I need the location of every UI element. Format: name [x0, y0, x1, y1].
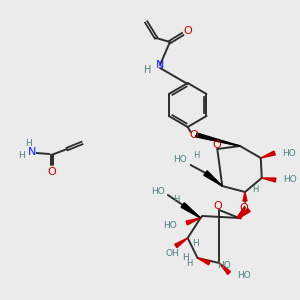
- Text: H: H: [182, 254, 189, 262]
- Polygon shape: [262, 178, 276, 182]
- Polygon shape: [196, 133, 240, 146]
- Text: O: O: [183, 26, 192, 36]
- Text: HO: HO: [237, 272, 251, 280]
- Polygon shape: [243, 192, 247, 201]
- Text: HO: HO: [173, 155, 187, 164]
- Text: O: O: [240, 203, 248, 213]
- Text: O: O: [213, 201, 222, 211]
- Text: H: H: [25, 140, 32, 148]
- Polygon shape: [239, 208, 250, 218]
- Polygon shape: [219, 263, 231, 275]
- Text: HO: HO: [217, 260, 231, 269]
- Polygon shape: [261, 151, 275, 158]
- Text: HO: HO: [284, 176, 297, 184]
- Polygon shape: [186, 218, 200, 225]
- Polygon shape: [204, 171, 222, 186]
- Text: H: H: [172, 194, 179, 203]
- Text: OH: OH: [166, 250, 180, 259]
- Polygon shape: [198, 258, 210, 265]
- Text: O: O: [47, 167, 56, 177]
- Text: H: H: [192, 238, 199, 247]
- Text: H: H: [187, 259, 193, 268]
- Text: H: H: [252, 184, 258, 194]
- Polygon shape: [175, 238, 188, 248]
- Polygon shape: [181, 203, 200, 218]
- Text: HO: HO: [283, 148, 296, 158]
- Text: O: O: [189, 130, 198, 140]
- Text: N: N: [156, 60, 164, 70]
- Text: O: O: [212, 140, 221, 150]
- Text: H: H: [145, 65, 152, 75]
- Text: H: H: [194, 151, 200, 160]
- Text: H: H: [18, 151, 25, 160]
- Text: HO: HO: [151, 187, 165, 196]
- Text: N: N: [27, 147, 36, 157]
- Text: HO: HO: [163, 220, 177, 230]
- Polygon shape: [237, 206, 245, 219]
